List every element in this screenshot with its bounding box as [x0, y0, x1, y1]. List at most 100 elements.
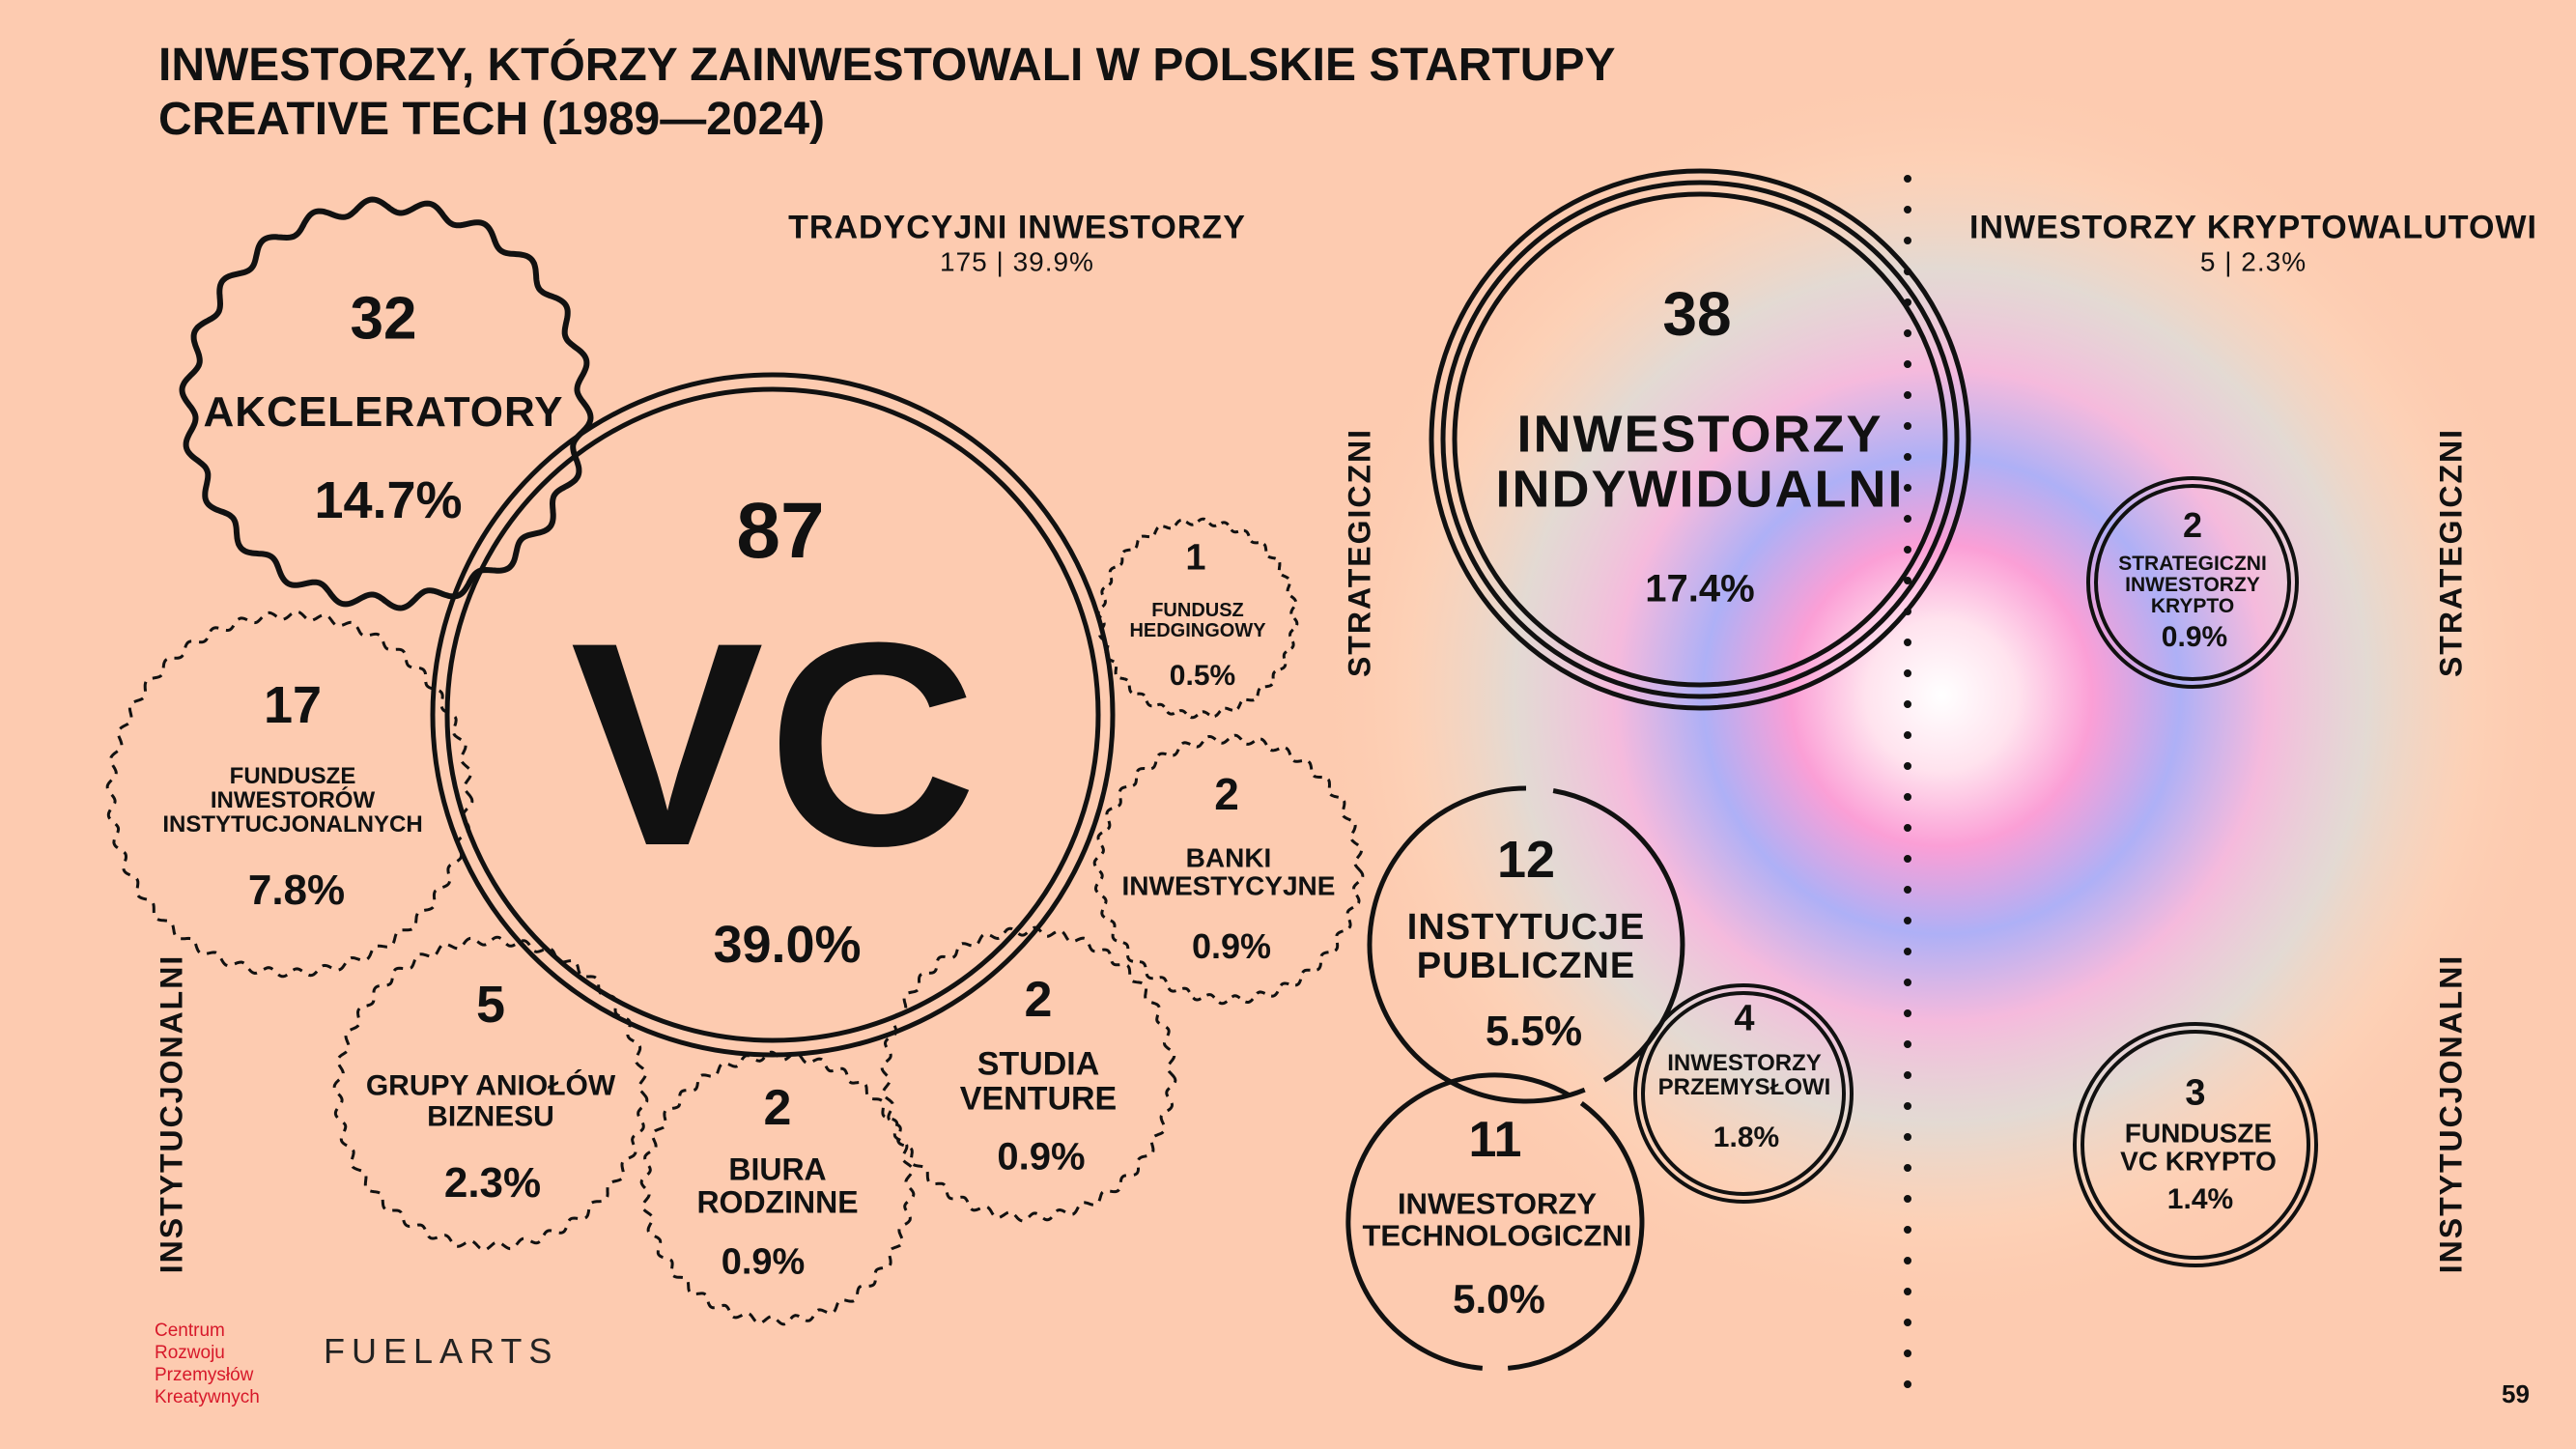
publiczne-label1: INSTYTUCJE [1406, 907, 1646, 949]
technologiczni-count: 11 [1468, 1112, 1522, 1168]
hedgingowy-label1: FUNDUSZ [1151, 600, 1244, 621]
traditional-title: TRADYCYJNI INWESTORZY [788, 209, 1246, 246]
axis-strategic-right: STRATEGICZNI [2433, 427, 2469, 678]
banki-label: BANKI INWESTYCYJNE [1121, 843, 1336, 901]
przemyslowi-pct: 1.8% [1713, 1122, 1780, 1153]
indywidualni-label1: INWESTORZY [1516, 405, 1883, 464]
indywidualni-bubble-2 [1440, 180, 1960, 699]
hedgingowy-label: FUNDUSZ HEDGINGOWY [1129, 601, 1265, 641]
biura-bubble [639, 1050, 916, 1326]
publiczne-pct: 5.5% [1485, 1008, 1583, 1055]
akceleratory-pct: 14.7% [314, 471, 463, 529]
vc-krypto-pct: 1.4% [2166, 1183, 2234, 1215]
banki-bubble [1092, 733, 1365, 1006]
indywidualni-pct: 17.4% [1645, 567, 1755, 611]
studia-count: 2 [1024, 972, 1053, 1028]
indywidualni-bubble-3 [1452, 191, 1948, 688]
crp-line4: Kreatywnych [155, 1387, 260, 1407]
fundusze-inst-label1: FUNDUSZE [229, 763, 356, 790]
vc-count: 87 [736, 487, 825, 575]
strat-krypto-label2: INWESTORZY [2125, 573, 2260, 596]
strat-krypto-bubble-inner [2094, 484, 2291, 681]
technologiczni-bubble [1345, 1072, 1645, 1371]
page-title: INWESTORZY, KTÓRZY ZAINWESTOWALI W POLSK… [158, 39, 1897, 147]
banki-label2: INWESTYCYJNE [1121, 871, 1336, 901]
fundusze-inst-pct: 7.8% [247, 867, 346, 914]
fundusz-hedgingowy-bubble [1096, 517, 1299, 720]
strat-krypto-count: 2 [2182, 505, 2203, 545]
strat-krypto-label3: KRYPTO [2150, 595, 2235, 618]
crp-logo: Centrum Rozwoju Przemysłów Kreatywnych [155, 1320, 328, 1408]
grupy-label2: BIZNESU [427, 1100, 554, 1132]
axis-institutional-left: INSTYTUCJONALNI [154, 953, 189, 1274]
akceleratory-count: 32 [350, 285, 417, 353]
studia-bubble [880, 925, 1177, 1223]
grupy-label1: GRUPY ANIOŁÓW [365, 1069, 616, 1102]
crp-line2: Rozwoju [155, 1343, 225, 1363]
indywidualni-label2: INDYWIDUALNI [1495, 460, 1905, 518]
vc-krypto-count: 3 [2185, 1072, 2206, 1114]
biura-label: BIURA RODZINNE [696, 1153, 858, 1218]
banki-pct: 0.9% [1191, 926, 1272, 966]
studia-label: STUDIA VENTURE [960, 1047, 1117, 1116]
crypto-header: INWESTORZY KRYPTOWALUTOWI 5 | 2.3% [1969, 210, 2537, 278]
grupy-pct: 2.3% [443, 1159, 542, 1207]
grupy-count: 5 [475, 976, 506, 1034]
title-line2: CREATIVE TECH (1989—2024) [158, 94, 825, 145]
title-line1: INWESTORZY, KTÓRZY ZAINWESTOWALI W POLSK… [158, 40, 1616, 91]
indywidualni-bubble-1 [1429, 168, 1971, 711]
technologiczni-label1: INWESTORZY [1397, 1186, 1598, 1221]
axis-strategic-left: STRATEGICZNI [1342, 427, 1377, 678]
technologiczni-pct: 5.0% [1453, 1276, 1545, 1321]
przemyslowi-bubble-outer [1633, 983, 1854, 1204]
vc-bubble-inner [444, 386, 1101, 1043]
background-glow [1314, 68, 2569, 1323]
fundusze-inst-label2: INWESTORÓW [210, 787, 376, 814]
hedgingowy-label2: HEDGINGOWY [1129, 620, 1266, 641]
studia-label1: STUDIA [977, 1045, 1100, 1083]
studia-pct: 0.9% [997, 1135, 1086, 1179]
fundusze-inst-count: 17 [263, 676, 323, 734]
vc-krypto-label1: FUNDUSZE [2124, 1118, 2273, 1149]
technologiczni-label: INWESTORZY TECHNOLOGICZNI [1363, 1188, 1632, 1251]
traditional-header: TRADYCYJNI INWESTORZY 175 | 39.9% [788, 210, 1246, 278]
studia-label2: VENTURE [959, 1080, 1118, 1117]
grupy-label: GRUPY ANIOŁÓW BIZNESU [365, 1069, 616, 1132]
crp-line1: Centrum [155, 1321, 225, 1341]
publiczne-label: INSTYTUCJE PUBLICZNE [1406, 907, 1646, 986]
akceleratory-label: AKCELERATORY [203, 387, 564, 436]
hedgingowy-pct: 0.5% [1169, 660, 1236, 692]
crypto-title: INWESTORZY KRYPTOWALUTOWI [1969, 209, 2537, 246]
banki-count: 2 [1214, 769, 1239, 819]
traditional-subtitle: 175 | 39.9% [940, 246, 1094, 277]
indywidualni-label: INWESTORZY INDYWIDUALNI [1496, 407, 1905, 516]
biura-label1: BIURA [728, 1151, 827, 1187]
vc-krypto-bubble-inner [2081, 1030, 2310, 1260]
vc-pct: 39.0% [713, 916, 862, 974]
grupy-aniolow-bubble [332, 935, 649, 1252]
vc-krypto-label2: VC KRYPTO [2120, 1147, 2277, 1177]
vc-bubble-outer [430, 372, 1116, 1058]
axis-institutional-right: INSTYTUCJONALNI [2433, 953, 2469, 1274]
biura-count: 2 [763, 1080, 792, 1136]
fundusze-inst-label3: INSTYTUCJONALNYCH [162, 811, 423, 838]
strat-krypto-label1: STRATEGICZNI [2118, 552, 2267, 575]
publiczne-label2: PUBLICZNE [1416, 946, 1636, 986]
publiczne-count: 12 [1496, 831, 1556, 889]
biura-pct: 0.9% [721, 1241, 806, 1283]
vc-krypto-label: FUNDUSZE VC KRYPTO [2120, 1118, 2277, 1177]
fundusze-inst-label: FUNDUSZE INWESTORÓW INSTYTUCJONALNYCH [162, 764, 422, 838]
strat-krypto-bubble-outer [2086, 476, 2299, 689]
strat-krypto-label: STRATEGICZNI INWESTORZY KRYPTO [2118, 552, 2267, 618]
przemyslowi-label2: PRZEMYSŁOWI [1657, 1074, 1831, 1100]
przemyslowi-label: INWESTORZY PRZEMYSŁOWI [1657, 1051, 1831, 1100]
fuelarts-logo: FUELARTS [324, 1331, 559, 1371]
crypto-subtitle: 5 | 2.3% [2199, 246, 2307, 277]
przemyslowi-bubble-inner [1641, 991, 1846, 1196]
vc-krypto-bubble-outer [2073, 1022, 2318, 1267]
strat-krypto-pct: 0.9% [2161, 621, 2228, 653]
crp-line3: Przemysłów [155, 1365, 254, 1385]
przemyslowi-count: 4 [1734, 998, 1755, 1039]
